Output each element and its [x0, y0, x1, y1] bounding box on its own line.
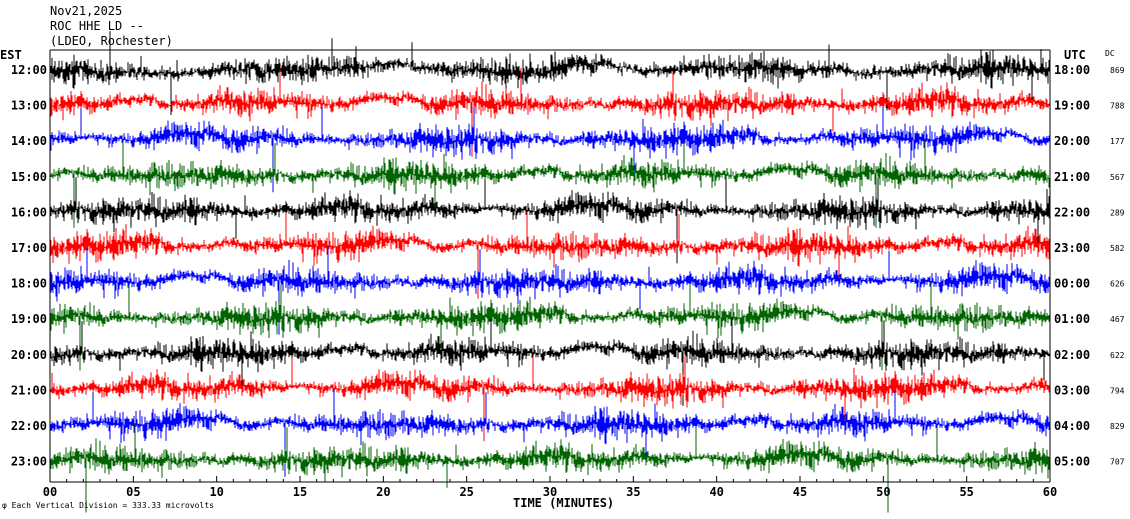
utc-tick-label: 18:00	[1054, 63, 1090, 77]
utc-tick-label: 23:00	[1054, 241, 1090, 255]
utc-axis-label: UTC	[1064, 48, 1086, 62]
utc-tick-label: 02:00	[1054, 348, 1090, 362]
utc-tick-label: 22:00	[1054, 205, 1090, 219]
trace-row-2100	[49, 355, 1051, 442]
dc-value: 788	[1110, 102, 1125, 111]
utc-tick-label: 04:00	[1054, 419, 1090, 433]
x-tick-label: 15	[293, 485, 307, 499]
est-axis-label: EST	[0, 48, 22, 62]
dc-value: 567	[1110, 173, 1125, 182]
est-tick-label: 12:00	[11, 63, 47, 77]
x-tick-label: 60	[1043, 485, 1057, 499]
axis-labels: 12:00 18:00 869 13:00 19:00 788 14:00 20:00 177 1…	[11, 63, 1125, 499]
x-tick-label: 55	[959, 485, 973, 499]
x-tick-label: 10	[209, 485, 223, 499]
est-tick-label: 21:00	[11, 383, 47, 397]
dc-value: 622	[1110, 351, 1125, 360]
dc-value: 177	[1110, 137, 1125, 146]
seismic-traces	[49, 31, 1051, 513]
est-tick-label: 20:00	[11, 348, 47, 362]
est-tick-label: 13:00	[11, 99, 47, 113]
footer-note: Each Vertical Division = 333.33 microvol…	[11, 501, 214, 510]
est-tick-label: 22:00	[11, 419, 47, 433]
est-tick-label: 14:00	[11, 134, 47, 148]
dc-value: 829	[1110, 422, 1125, 431]
footer-mark-icon: φ	[2, 501, 7, 510]
est-tick-label: 23:00	[11, 455, 47, 469]
utc-tick-label: 00:00	[1054, 277, 1090, 291]
x-tick-label: 00	[43, 485, 57, 499]
x-tick-label: 20	[376, 485, 390, 499]
dc-value: 626	[1110, 280, 1125, 289]
chart-title: Nov21,2025	[50, 4, 123, 18]
dc-value: 794	[1110, 386, 1125, 395]
dc-value: 582	[1110, 244, 1125, 253]
x-tick-label: 25	[459, 485, 473, 499]
location-label: (LDEO, Rochester)	[50, 34, 173, 48]
x-tick-label: 50	[876, 485, 890, 499]
est-tick-label: 18:00	[11, 277, 47, 291]
x-tick-label: 35	[626, 485, 640, 499]
utc-tick-label: 21:00	[1054, 170, 1090, 184]
x-tick-label: 40	[709, 485, 723, 499]
dc-value: 289	[1110, 208, 1125, 217]
est-tick-label: 16:00	[11, 205, 47, 219]
utc-tick-label: 05:00	[1054, 455, 1090, 469]
utc-tick-label: 19:00	[1054, 99, 1090, 113]
est-tick-label: 17:00	[11, 241, 47, 255]
dc-value: 467	[1110, 315, 1125, 324]
utc-tick-label: 01:00	[1054, 312, 1090, 326]
x-axis-label: TIME (MINUTES)	[513, 496, 615, 510]
est-tick-label: 15:00	[11, 170, 47, 184]
station-label: ROC HHE LD --	[50, 19, 144, 33]
utc-tick-label: 20:00	[1054, 134, 1090, 148]
x-tick-label: 05	[126, 485, 140, 499]
est-tick-label: 19:00	[11, 312, 47, 326]
utc-tick-label: 03:00	[1054, 383, 1090, 397]
x-tick-label: 30	[543, 485, 557, 499]
x-tick-label: 45	[793, 485, 807, 499]
trace-row-2200	[49, 389, 1051, 477]
dc-value: 707	[1110, 458, 1125, 467]
footer-note-row: φ Each Vertical Division = 333.33 microv…	[2, 501, 214, 510]
dc-label: DC	[1105, 49, 1115, 58]
dc-value: 869	[1110, 66, 1125, 75]
